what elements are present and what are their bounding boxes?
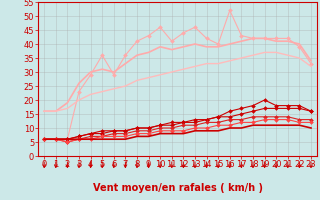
- X-axis label: Vent moyen/en rafales ( km/h ): Vent moyen/en rafales ( km/h ): [92, 183, 263, 193]
